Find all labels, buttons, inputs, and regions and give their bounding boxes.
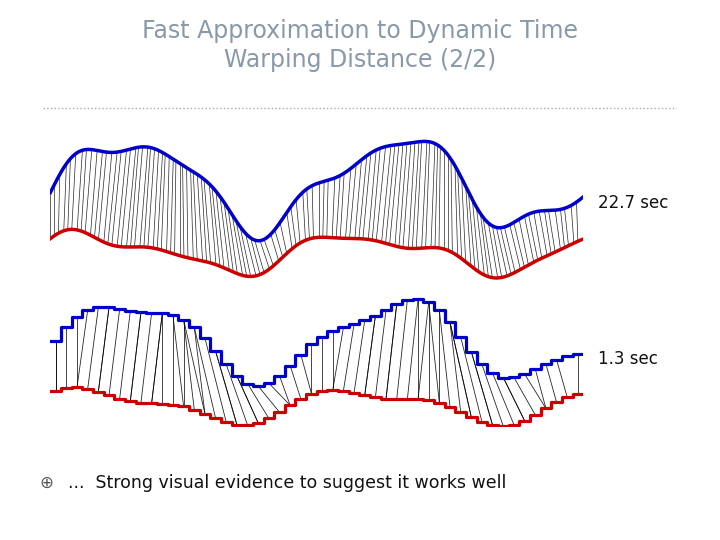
Text: Fast Approximation to Dynamic Time
Warping Distance (2/2): Fast Approximation to Dynamic Time Warpi… (142, 19, 578, 72)
Text: 1.3 sec: 1.3 sec (598, 350, 657, 368)
Text: ⊕: ⊕ (40, 474, 54, 492)
Text: 22.7 sec: 22.7 sec (598, 193, 668, 212)
Text: ...  Strong visual evidence to suggest it works well: ... Strong visual evidence to suggest it… (68, 474, 507, 492)
